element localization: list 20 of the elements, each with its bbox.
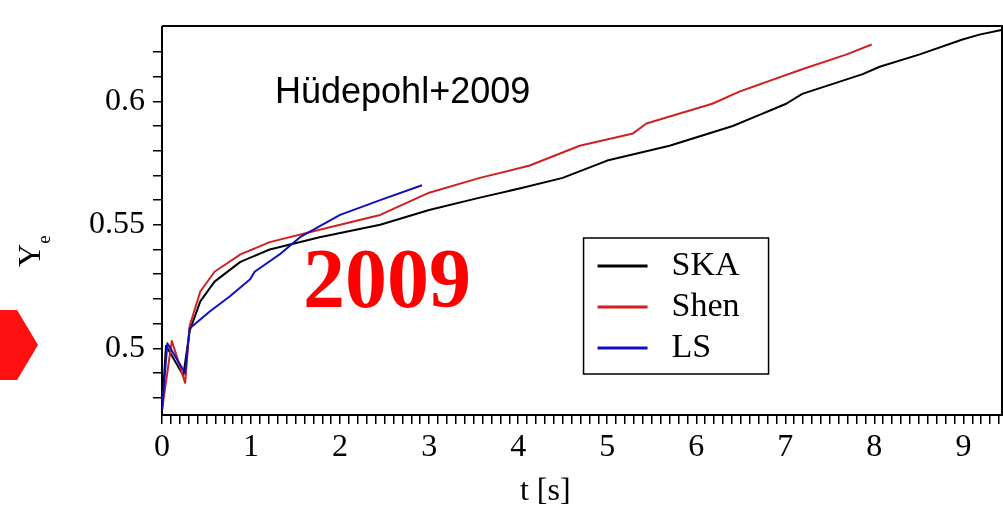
- annotation: 2009: [303, 232, 471, 325]
- y-axis-title: Ye: [11, 235, 54, 267]
- x-tick-label: 3: [421, 426, 438, 463]
- annotation: Hüdepohl+2009: [275, 70, 531, 111]
- y-tick-label: 0.6: [105, 80, 145, 117]
- legend-label: LS: [671, 326, 712, 364]
- x-tick-label: 5: [599, 426, 616, 463]
- legend-label: SKA: [671, 244, 741, 282]
- x-tick-label: 4: [510, 426, 527, 463]
- x-tick-label: 0: [154, 426, 170, 463]
- x-tick-label: 7: [777, 426, 794, 463]
- x-tick-label: 2: [332, 426, 349, 463]
- y-tick-label: 0.55: [89, 204, 145, 241]
- legend-label: Shen: [671, 285, 740, 323]
- x-tick-label: 6: [688, 426, 705, 463]
- x-tick-label: 1: [243, 426, 260, 463]
- y-tick-label: 0.5: [105, 327, 145, 364]
- x-axis-title: t [s]: [519, 471, 571, 507]
- x-tick-label: 8: [866, 426, 883, 463]
- x-tick-label: 9: [955, 426, 972, 463]
